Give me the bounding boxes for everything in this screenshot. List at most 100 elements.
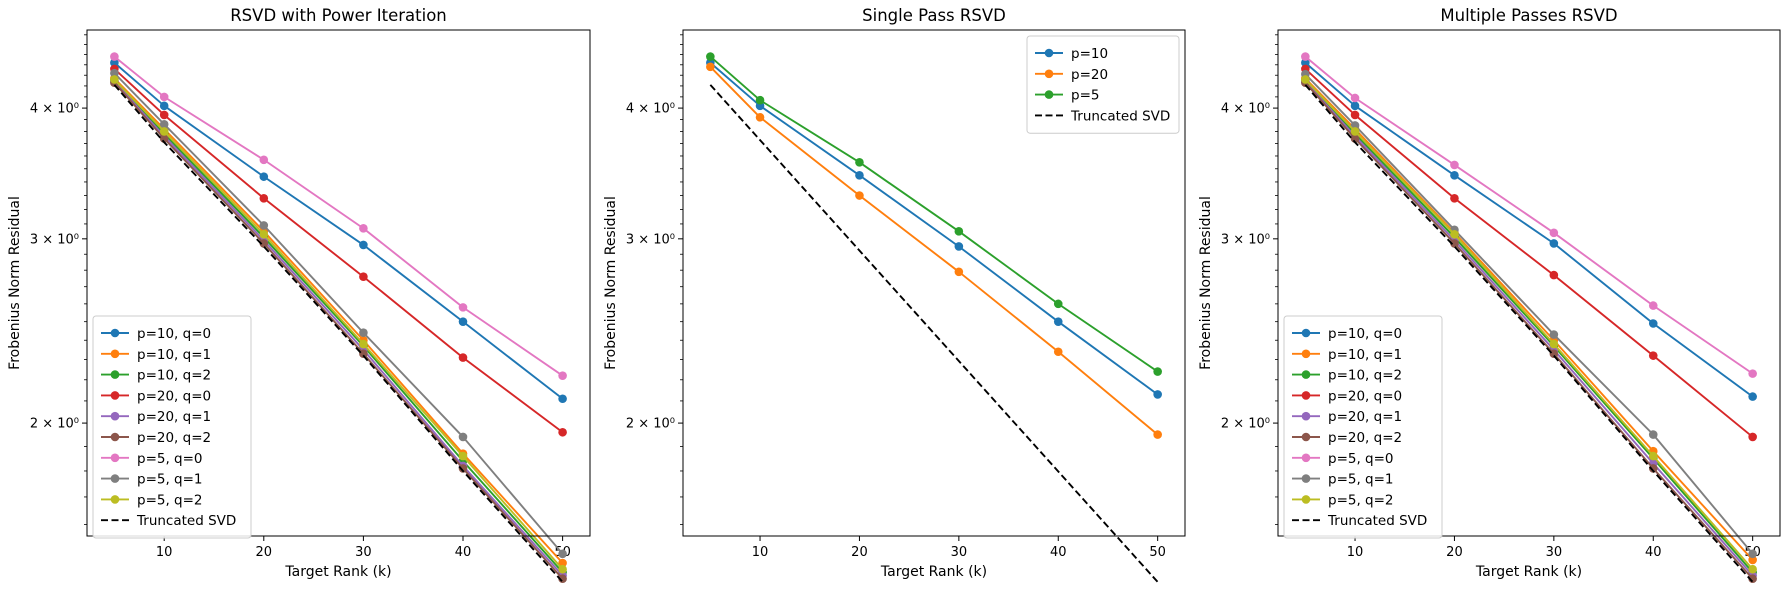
legend-marker xyxy=(110,432,120,442)
series-line xyxy=(1304,68,1754,438)
y-axis-label: Frobenius Norm Residual xyxy=(1198,196,1214,370)
x-tick-label: 20 xyxy=(1446,545,1463,560)
x-tick-label: 40 xyxy=(455,545,472,560)
series-3 xyxy=(706,52,1162,376)
series-10 xyxy=(1304,84,1754,583)
data-point xyxy=(558,549,567,559)
x-tick-label: 40 xyxy=(1645,545,1662,560)
data-point xyxy=(458,432,468,442)
data-point xyxy=(110,75,119,84)
plot-frame xyxy=(682,29,1186,537)
data-point xyxy=(159,110,169,120)
series-line xyxy=(113,79,564,574)
data-point xyxy=(1301,58,1310,68)
legend-entry-label: p=10, q=0 xyxy=(1328,326,1402,342)
y-tick-label: 3 × 10⁰ xyxy=(1221,232,1270,247)
data-point xyxy=(359,224,368,233)
chart-panel-2: 2 × 10⁰ 3 × 10⁰ 4 × 10⁰ 10 20 30 40 50 Single Pa… xyxy=(603,6,1186,583)
data-point xyxy=(458,353,468,362)
series-2 xyxy=(706,62,1162,439)
data-point xyxy=(1301,52,1310,61)
data-point xyxy=(706,52,715,61)
series-line xyxy=(709,62,1159,396)
y-tick-label: 2 × 10⁰ xyxy=(1221,417,1270,432)
data-point xyxy=(558,394,567,404)
series-7 xyxy=(110,52,567,380)
legend-entry-label: Truncated SVD xyxy=(1327,513,1427,529)
series-10 xyxy=(113,84,564,583)
data-point xyxy=(1748,549,1757,559)
legend-marker xyxy=(110,391,120,400)
x-tick-label: 30 xyxy=(1546,545,1563,560)
series-8 xyxy=(110,68,567,559)
data-point xyxy=(1549,339,1559,349)
plot-frame xyxy=(1277,29,1781,537)
series-line xyxy=(113,78,564,570)
data-point xyxy=(755,112,765,122)
series-9 xyxy=(1301,75,1757,574)
data-point xyxy=(259,221,269,230)
data-point xyxy=(1748,555,1757,565)
series-line xyxy=(1304,79,1754,573)
x-tick-label: 30 xyxy=(355,545,372,560)
legend-marker xyxy=(110,349,120,359)
data-point xyxy=(1153,367,1162,376)
data-point xyxy=(755,95,765,105)
series-4 xyxy=(110,64,567,437)
data-point xyxy=(458,303,468,312)
y-tick-label: 4 × 10⁰ xyxy=(626,102,675,117)
data-point xyxy=(1350,101,1360,111)
data-point xyxy=(1648,430,1658,439)
legend-box xyxy=(1026,35,1180,134)
data-point xyxy=(1648,464,1658,473)
legend: p=10, q=0 p=10, q=1 p=10, q=2 p=20, q=0 p=20… xyxy=(1283,315,1443,539)
data-point xyxy=(259,172,269,181)
series-9 xyxy=(110,75,567,574)
data-point xyxy=(159,101,169,111)
legend-entry-label: p=10, q=1 xyxy=(1328,347,1402,363)
legend: p=10 p=20 p=5 Truncated SVD xyxy=(1026,35,1180,134)
data-point xyxy=(558,371,567,380)
data-point xyxy=(1748,392,1757,401)
legend-marker xyxy=(1301,474,1311,483)
x-tick-label: 10 xyxy=(1347,545,1364,560)
data-point xyxy=(159,119,169,129)
data-point xyxy=(1450,193,1459,203)
data-point xyxy=(359,240,368,250)
data-point xyxy=(259,239,269,248)
data-point xyxy=(1549,270,1559,280)
y-tick-label: 2 × 10⁰ xyxy=(30,417,79,432)
series-line xyxy=(709,55,1159,373)
data-point xyxy=(1350,93,1360,103)
legend-marker xyxy=(110,411,120,421)
data-point xyxy=(1350,121,1360,130)
series-6 xyxy=(1301,78,1757,584)
data-point xyxy=(954,267,964,277)
data-point xyxy=(1450,160,1459,170)
data-point xyxy=(1350,110,1360,120)
x-axis-label: Target Rank (k) xyxy=(1475,564,1582,580)
x-axis-label: Target Rank (k) xyxy=(880,564,987,580)
y-tick-label: 4 × 10⁰ xyxy=(30,102,79,117)
data-point xyxy=(458,317,468,326)
y-tick-label: 3 × 10⁰ xyxy=(30,232,79,247)
y-axis-label: Frobenius Norm Residual xyxy=(7,196,23,370)
data-point xyxy=(1301,75,1310,84)
series-line xyxy=(1304,80,1754,577)
legend-entry-label: p=20, q=1 xyxy=(1328,409,1402,425)
legend: p=10, q=0 p=10, q=1 p=10, q=2 p=20, q=0 p=20… xyxy=(92,315,252,539)
legend-marker xyxy=(1301,349,1311,359)
data-point xyxy=(1350,134,1360,143)
legend-entry-label: p=10 xyxy=(1071,46,1108,62)
series-line xyxy=(1304,55,1754,375)
legend-entry-label: p=20, q=0 xyxy=(1328,388,1402,404)
legend-marker xyxy=(1044,48,1054,58)
legend-entry-label: p=20, q=2 xyxy=(137,430,211,446)
x-tick-label: 10 xyxy=(156,545,173,560)
data-point xyxy=(954,227,964,236)
data-point xyxy=(259,193,269,203)
series-line xyxy=(113,62,564,400)
series-line xyxy=(1304,62,1754,398)
